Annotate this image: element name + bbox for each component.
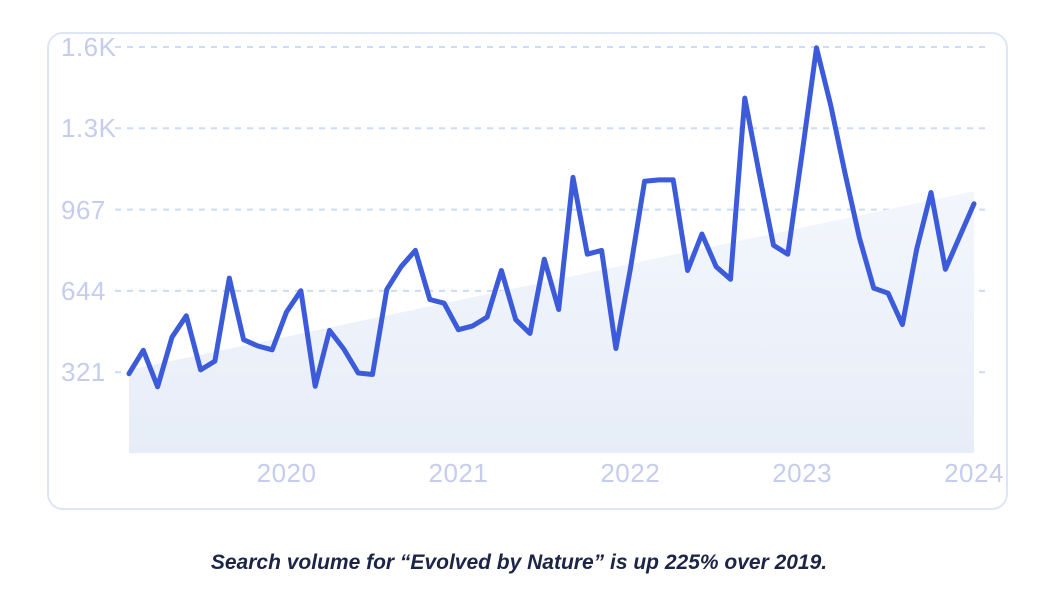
- search-volume-line-chart: [115, 45, 989, 453]
- search-volume-line: [126, 45, 977, 390]
- y-axis-label: 644: [61, 275, 106, 306]
- chart-card: 1.6K 1.3K 967 644 321 2020 2021 2022 2023 2024: [47, 32, 1008, 510]
- y-axis-label: 321: [61, 357, 106, 388]
- chart-caption: Search volume for “Evolved by Nature” is…: [210, 551, 828, 574]
- y-axis-label: 1.3K: [61, 113, 117, 144]
- x-axis-label: 2020: [256, 458, 317, 488]
- x-axis-label: 2022: [600, 458, 661, 488]
- x-axis-label: 2023: [772, 458, 833, 488]
- x-axis-label: 2024: [944, 458, 1004, 488]
- x-axis-label: 2021: [428, 458, 489, 488]
- y-axis-label: 1.6K: [61, 32, 117, 62]
- y-axis-label: 967: [61, 194, 106, 225]
- trend-area: [129, 191, 974, 453]
